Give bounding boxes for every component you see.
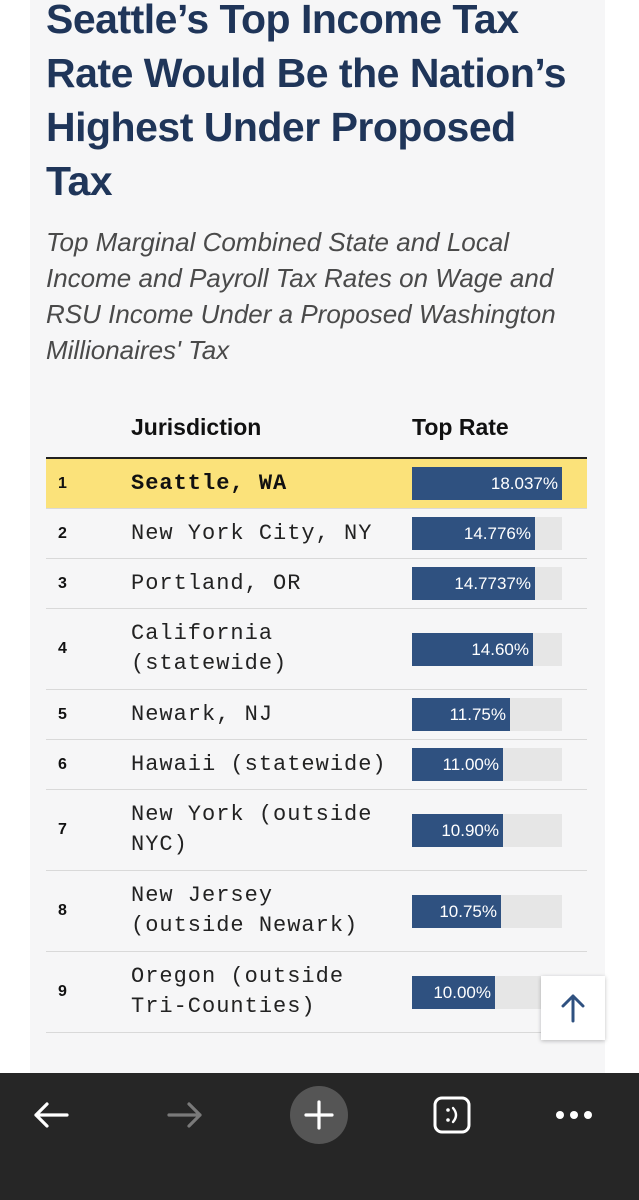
arrow-right-icon [167, 1102, 202, 1128]
jurisdiction-name: New York City, NY [131, 520, 373, 546]
rate-label: 11.00% [442, 755, 499, 774]
chart-card: Seattle’s Top Income Tax Rate Would Be t… [30, 0, 605, 1075]
rate-label: 14.7737% [454, 574, 531, 593]
new-tab-button[interactable] [289, 1085, 349, 1145]
column-header-top-rate: Top Rate [412, 414, 509, 440]
more-dots-icon [556, 1111, 592, 1119]
rate-bar-track: 10.75% [412, 894, 562, 928]
table-row: 6 Hawaii (statewide) 11.00% [46, 740, 587, 790]
rate-bar-track: 10.90% [412, 813, 562, 847]
table-row: 9 Oregon (outside Tri-Counties) 10.00% [46, 952, 587, 1033]
rate-bar-track: 11.75% [412, 698, 562, 731]
rate-label: 11.75% [449, 705, 506, 724]
rank-number: 5 [58, 705, 67, 723]
table-row: 2 New York City, NY 14.776% [46, 509, 587, 559]
rate-label: 10.75% [439, 901, 497, 921]
forward-button[interactable] [155, 1085, 215, 1145]
rate-bar: 14.7737% [412, 567, 535, 600]
rate-bar-track: 14.60% [412, 632, 562, 666]
rate-label: 14.60% [471, 639, 529, 659]
menu-button[interactable] [544, 1085, 604, 1145]
rate-bar: 14.60% [412, 632, 533, 666]
jurisdiction-name: Hawaii (statewide) [131, 751, 387, 777]
arrow-left-icon [34, 1102, 69, 1128]
jurisdiction-name: Portland, OR [131, 570, 302, 596]
jurisdiction-name: California (statewide) [131, 621, 288, 676]
rate-label: 10.90% [441, 820, 499, 840]
rate-bar-track: 18.037% [412, 467, 562, 500]
rank-number: 8 [58, 902, 67, 919]
jurisdiction-name: New Jersey (outside Newark) [131, 883, 359, 938]
rate-bar: 10.00% [412, 975, 495, 1009]
header-divider [46, 457, 587, 459]
column-header-jurisdiction: Jurisdiction [131, 414, 262, 440]
rank-number: 4 [58, 640, 67, 657]
page-subtitle: Top Marginal Combined State and Local In… [46, 227, 556, 365]
smiley-tab-icon [433, 1096, 471, 1134]
table-row: 7 New York (outside NYC) 10.90% [46, 790, 587, 871]
rate-label: 10.00% [433, 982, 491, 1002]
rate-bar: 14.776% [412, 517, 535, 550]
rate-bar: 11.75% [412, 698, 510, 731]
rate-bar: 10.90% [412, 813, 503, 847]
arrow-up-icon [561, 994, 585, 1023]
plus-icon [290, 1086, 348, 1144]
scroll-to-top-button[interactable] [541, 976, 605, 1040]
tabs-button[interactable] [422, 1085, 482, 1145]
rank-number: 3 [58, 574, 67, 592]
table-row: 8 New Jersey (outside Newark) 10.75% [46, 871, 587, 952]
jurisdiction-name: Oregon (outside Tri-Counties) [131, 964, 345, 1019]
rate-bar-track: 11.00% [412, 748, 562, 781]
rank-number: 7 [58, 821, 67, 838]
rate-bar: 18.037% [412, 467, 562, 500]
jurisdiction-name: Newark, NJ [131, 701, 274, 727]
rate-bar-track: 14.776% [412, 517, 562, 550]
table-row: 5 Newark, NJ 11.75% [46, 690, 587, 740]
rank-number: 9 [58, 983, 67, 1000]
page-title: Seattle’s Top Income Tax Rate Would Be t… [46, 0, 567, 204]
rank-number: 2 [58, 524, 67, 542]
rank-number: 1 [58, 474, 67, 492]
rate-label: 14.776% [463, 524, 531, 543]
back-button[interactable] [21, 1085, 81, 1145]
browser-bottom-bar [0, 1073, 639, 1200]
rate-bar: 11.00% [412, 748, 503, 781]
rate-bar: 10.75% [412, 894, 501, 928]
rate-bar-track: 10.00% [412, 975, 562, 1009]
table-row: 1 Seattle, WA 18.037% [46, 459, 587, 509]
rate-label: 18.037% [490, 474, 558, 493]
rate-bar-track: 14.7737% [412, 567, 562, 600]
jurisdiction-name: New York (outside NYC) [131, 802, 373, 857]
ranking-table: 1 Seattle, WA 18.037% 2 New York City, N… [46, 459, 587, 1033]
table-row: 3 Portland, OR 14.7737% [46, 559, 587, 609]
jurisdiction-name: Seattle, WA [131, 470, 288, 496]
table-row: 4 California (statewide) 14.60% [46, 609, 587, 690]
rank-number: 6 [58, 755, 67, 773]
